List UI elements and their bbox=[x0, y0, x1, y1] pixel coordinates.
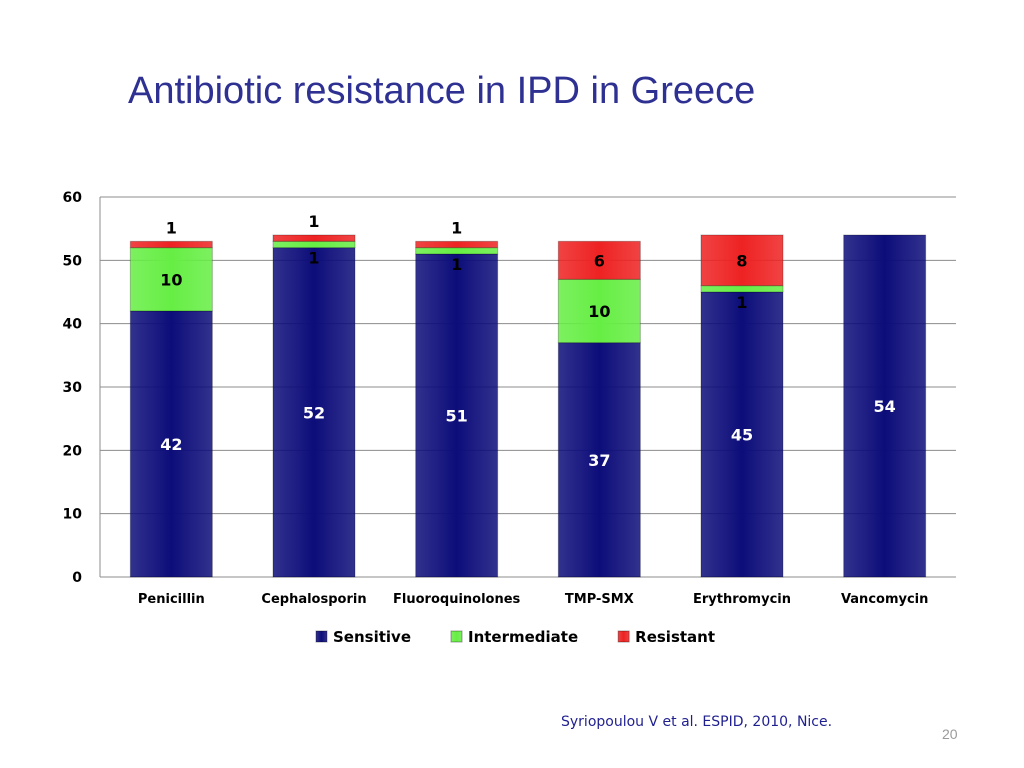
x-tick-label: Erythromycin bbox=[693, 592, 791, 607]
data-label: 1 bbox=[451, 218, 462, 237]
data-label: 1 bbox=[451, 255, 462, 274]
x-tick-label: Fluoroquinolones bbox=[393, 592, 521, 607]
data-label: 37 bbox=[588, 451, 610, 470]
bar-resistant bbox=[272, 234, 356, 242]
y-tick-label: 30 bbox=[63, 380, 83, 396]
y-axis-tick-labels: 0 10 20 30 40 50 60 bbox=[63, 190, 83, 586]
grid-lines bbox=[99, 196, 956, 578]
bar-sensitive bbox=[272, 247, 356, 578]
data-labels: 42 10 1 52 1 1 51 1 1 37 10 6 45 1 8 54 bbox=[160, 212, 896, 470]
page-number: 20 bbox=[942, 726, 958, 742]
y-tick-label: 10 bbox=[63, 507, 83, 523]
slide-title: Antibiotic resistance in IPD in Greece bbox=[128, 70, 756, 112]
data-label: 10 bbox=[160, 270, 182, 289]
data-label: 1 bbox=[308, 249, 319, 268]
y-tick-label: 20 bbox=[63, 443, 83, 459]
x-tick-label: TMP-SMX bbox=[565, 592, 634, 607]
stacked-bar-chart: 0 10 20 30 40 50 60 42 10 1 52 1 1 51 1 1 37 10 6 45 1 8 54 P… bbox=[63, 190, 956, 646]
data-label: 42 bbox=[160, 435, 182, 454]
data-label: 52 bbox=[303, 403, 325, 422]
data-label: 1 bbox=[736, 293, 747, 312]
bar-sensitive bbox=[557, 342, 641, 578]
y-tick-label: 40 bbox=[63, 317, 83, 333]
legend-label: Resistant bbox=[635, 628, 715, 646]
legend-swatch-intermediate bbox=[450, 630, 463, 643]
bar-resistant bbox=[557, 240, 641, 280]
citation: Syriopoulou V et al. ESPID, 2010, Nice. bbox=[561, 714, 833, 730]
data-label: 10 bbox=[588, 302, 610, 321]
bar-sensitive bbox=[129, 310, 213, 578]
data-label: 1 bbox=[308, 212, 319, 231]
x-tick-label: Vancomycin bbox=[841, 592, 928, 607]
y-tick-label: 0 bbox=[72, 570, 82, 586]
data-label: 51 bbox=[446, 407, 468, 426]
bar-intermediate bbox=[700, 285, 784, 293]
data-label: 6 bbox=[594, 251, 605, 270]
bar-resistant bbox=[700, 234, 784, 287]
legend-swatch-sensitive bbox=[315, 630, 328, 643]
legend-label: Sensitive bbox=[333, 628, 411, 646]
y-tick-label: 50 bbox=[63, 253, 83, 269]
x-axis-category-labels: Penicillin Cephalosporin Fluoroquinolones T… bbox=[138, 592, 928, 607]
bar-sensitive bbox=[700, 291, 784, 578]
x-tick-label: Cephalosporin bbox=[261, 592, 366, 607]
bar-sensitive bbox=[843, 234, 927, 578]
bar-intermediate bbox=[129, 247, 213, 312]
data-label: 1 bbox=[166, 218, 177, 237]
bar-intermediate bbox=[557, 278, 641, 344]
bar-intermediate bbox=[415, 247, 499, 255]
data-label: 45 bbox=[731, 426, 753, 445]
data-label: 54 bbox=[874, 397, 896, 416]
bar-resistant bbox=[415, 240, 499, 249]
bars bbox=[129, 234, 927, 578]
bar-intermediate bbox=[272, 240, 356, 249]
x-tick-label: Penicillin bbox=[138, 592, 205, 607]
data-label: 8 bbox=[736, 251, 747, 270]
legend-swatch-resistant bbox=[617, 630, 630, 643]
legend: Sensitive Intermediate Resistant bbox=[315, 628, 715, 646]
bar-sensitive bbox=[415, 253, 499, 578]
y-tick-label: 60 bbox=[63, 190, 83, 206]
bar-resistant bbox=[129, 240, 213, 249]
legend-label: Intermediate bbox=[468, 628, 578, 646]
